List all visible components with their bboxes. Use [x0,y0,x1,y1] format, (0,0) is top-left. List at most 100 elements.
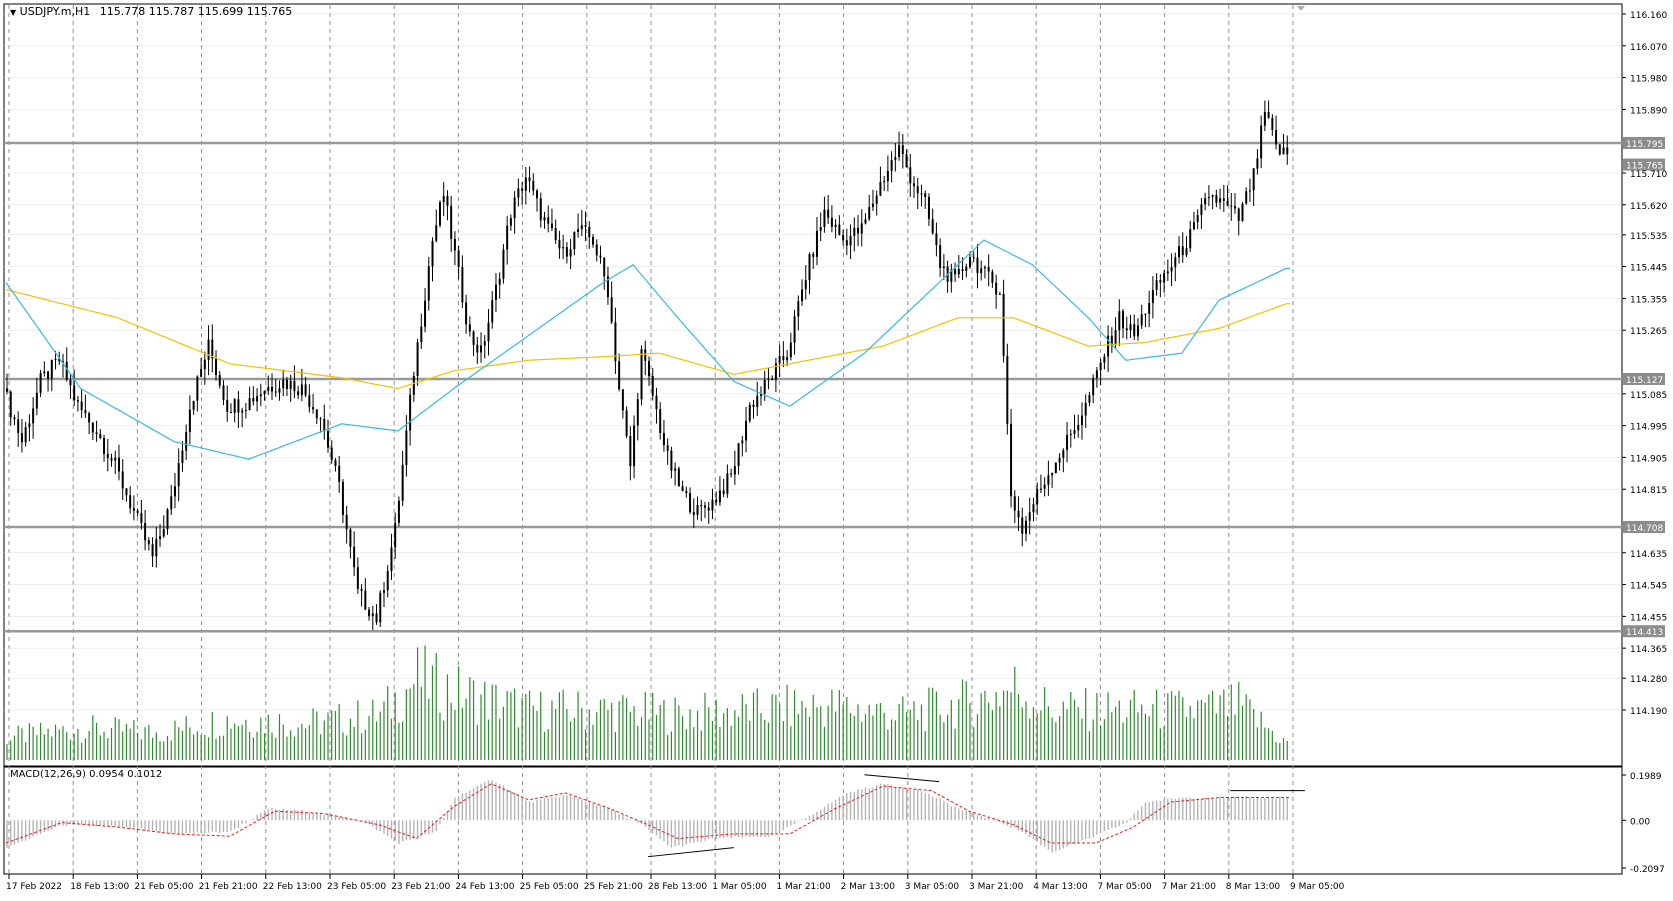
candle-body [677,468,680,487]
candle-body [468,324,471,332]
candle-body [633,425,636,467]
candle-body [315,409,318,419]
candle-body [386,571,389,591]
candle-body [942,266,945,269]
candle-body [110,458,113,461]
candle-body [375,613,378,623]
candle-body [1144,313,1147,315]
candle-body [506,225,509,250]
candle-body [1275,130,1278,145]
price-tag [1623,136,1665,149]
candle-body [1092,377,1095,396]
candle-body [170,496,173,510]
candle-body [797,301,800,317]
candle-body [674,468,677,471]
candle-body [159,536,162,540]
candle-body [513,197,516,219]
candle-body [957,269,960,275]
candle-body [476,344,479,353]
candle-body [136,510,139,513]
dropdown-icon[interactable]: ▼ [10,8,17,17]
candle-body [207,339,210,360]
candle-body [804,280,807,290]
candle-body [830,217,833,227]
time-tick-label: 28 Feb 13:00 [648,882,707,892]
candle-body [890,160,893,172]
candle-body [132,508,135,511]
price-tick-label: 114.365 [1630,645,1667,655]
candle-body [323,418,326,432]
candle-body [1077,424,1080,431]
candle-body [218,374,221,386]
candle-body [715,499,718,503]
candle-body [980,268,983,274]
candle-body [117,457,120,472]
candle-body [580,225,583,230]
candle-body [188,409,191,433]
candle-body [1248,190,1251,192]
candle-body [39,373,42,393]
candle-body [461,267,464,303]
candle-body [939,245,942,269]
candle-body [1021,517,1024,534]
candle-body [360,588,363,591]
symbol-label: USDJPY.m,H1 [19,5,91,18]
candle-body [431,240,434,267]
candle-body [879,181,882,196]
candle-body [1204,198,1207,205]
candle-body [371,613,374,617]
candle-body [565,247,568,257]
candle-body [853,227,856,236]
candle-body [397,500,400,523]
candle-body [147,540,150,545]
price-tick-label: 115.620 [1630,202,1667,212]
candle-body [416,342,419,376]
candle-body [823,209,826,227]
candle-body [763,379,766,394]
ma-slow-line [5,289,1290,390]
candle-body [756,395,759,407]
candle-body [767,378,770,380]
candle-body [1163,273,1166,283]
candle-body [1151,289,1154,304]
candle-body [913,183,916,187]
time-tick-label: 25 Feb 21:00 [584,882,643,892]
candle-body [114,457,117,461]
candle-body [256,396,259,402]
price-tick-label: 115.445 [1630,264,1667,274]
candle-body [998,293,1001,295]
macd-tick-label: 0.00 [1630,817,1650,827]
chart-shift-marker[interactable] [1297,6,1305,11]
time-tick-label: 3 Mar 05:00 [905,882,960,892]
candle-body [390,547,393,572]
candle-body [1230,205,1233,207]
candle-body [196,376,199,401]
candle-body [517,188,520,198]
candle-body [871,203,874,208]
candle-body [543,217,546,221]
candle-body [916,186,919,194]
candle-body [860,223,863,234]
time-axis[interactable]: 17 Feb 2022 18 Feb 13:00 21 Feb 05:00 21 Fe… [6,874,1345,892]
candle-body [1110,335,1113,344]
candle-body [494,284,497,300]
candle-body [274,391,277,393]
volume-bars [6,645,1288,760]
candle-body [1062,450,1065,458]
horizontal-levels[interactable] [4,141,1622,633]
candle-body [1080,415,1083,425]
candle-body [901,145,904,155]
candle-body [20,433,23,443]
price-tag [1623,625,1665,638]
candle-body [845,240,848,246]
candle-body [1159,279,1162,283]
candle-body [47,371,50,379]
candle-body [450,205,453,239]
candle-body [827,209,830,218]
price-axis[interactable]: 115.795 115.127 114.708 114.413 115.765 116.1… [1622,11,1667,717]
candle-body [726,473,729,494]
candle-body [1133,324,1136,337]
candle-body [1114,330,1117,344]
